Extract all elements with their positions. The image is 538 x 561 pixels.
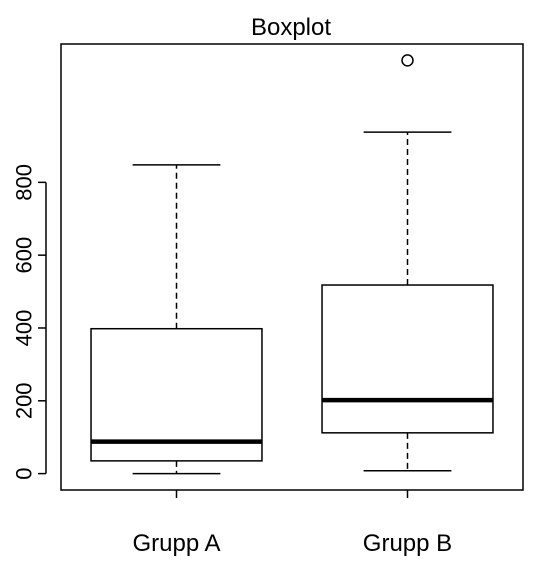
iqr-box <box>90 327 263 462</box>
y-tick-label: 400 <box>12 310 37 347</box>
iqr-box <box>321 284 494 434</box>
y-tick-label: 200 <box>12 382 37 419</box>
x-tick-label: Grupp B <box>363 530 452 557</box>
plot-frame <box>60 43 524 491</box>
outlier-point <box>401 54 414 67</box>
x-tick-label: Grupp A <box>132 530 220 557</box>
chart-title: Boxplot <box>251 14 331 41</box>
box-group <box>90 164 263 475</box>
box-group <box>321 54 494 472</box>
boxes <box>90 54 494 475</box>
y-tick-label: 0 <box>12 467 37 479</box>
y-tick-label: 600 <box>12 237 37 274</box>
y-axis: 0 200 400 600 800 <box>12 164 47 480</box>
y-tick-label: 800 <box>12 164 37 201</box>
x-axis: Grupp A Grupp B <box>132 490 452 557</box>
